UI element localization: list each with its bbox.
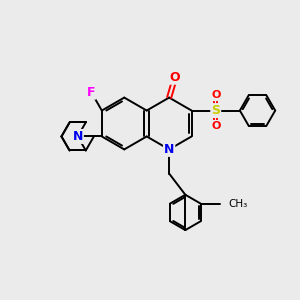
- Text: O: O: [211, 90, 220, 100]
- Text: O: O: [211, 121, 220, 131]
- Text: N: N: [73, 130, 83, 143]
- Text: N: N: [164, 143, 174, 156]
- Text: CH₃: CH₃: [228, 199, 247, 208]
- Text: F: F: [87, 86, 95, 99]
- Text: O: O: [170, 71, 180, 84]
- Text: S: S: [211, 104, 220, 117]
